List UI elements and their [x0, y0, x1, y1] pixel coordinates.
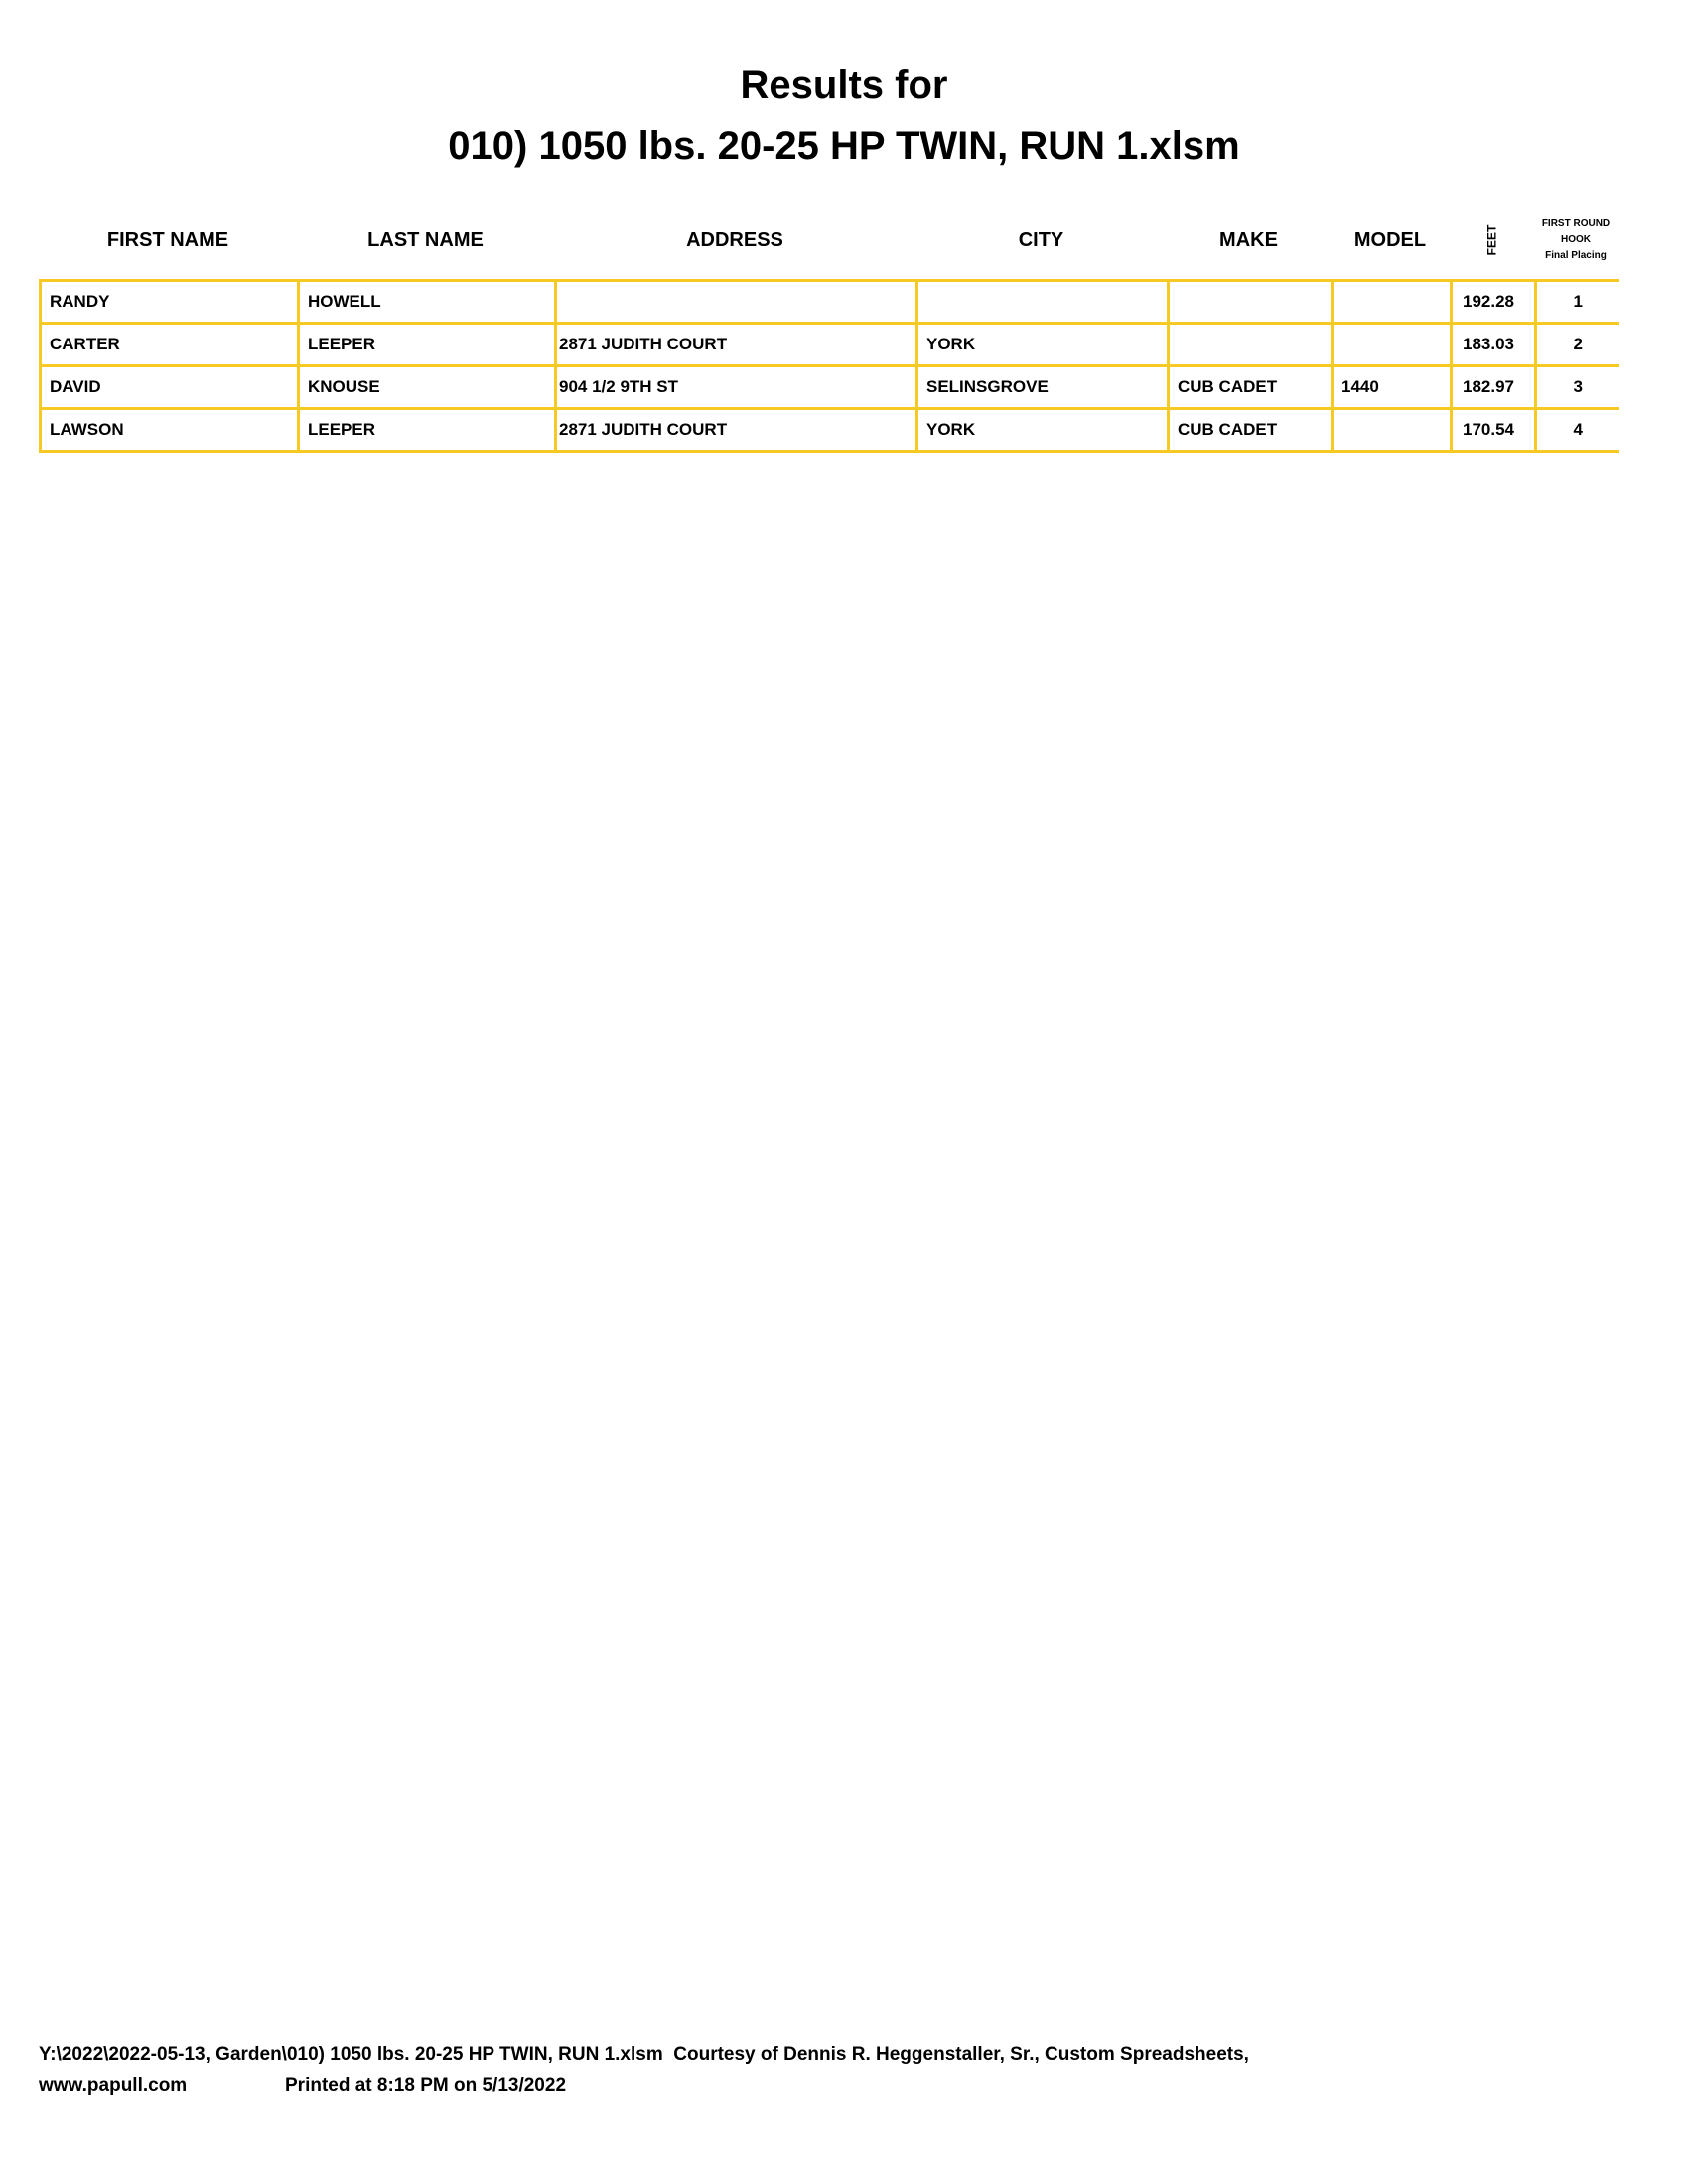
title-line-2: 010) 1050 lbs. 20-25 HP TWIN, RUN 1.xlsm: [448, 124, 1240, 168]
header-last-name: LAST NAME: [367, 228, 484, 251]
cell-model: [1331, 279, 1453, 325]
cell-feet: 182.97: [1450, 364, 1537, 410]
footer-path: Y:\2022\2022-05-13, Garden\010) 1050 lbs…: [39, 2044, 1249, 2065]
cell-feet: 192.28: [1450, 279, 1537, 325]
cell-last: KNOUSE: [297, 364, 557, 410]
cell-address: 2871 JUDITH COURT: [554, 322, 918, 367]
header-model: MODEL: [1353, 228, 1427, 251]
header-placing-line2: HOOK: [1561, 234, 1591, 245]
table-row: LAWSON LEEPER 2871 JUDITH COURT YORK CUB CAD…: [39, 407, 1619, 453]
cell-place: 3: [1534, 364, 1619, 410]
footer-printed: Printed at 8:18 PM on 5/13/2022: [285, 2075, 567, 2096]
table-row: RANDY HOWELL 192.28 1: [39, 279, 1619, 325]
cell-city: SELINSGROVE: [915, 364, 1170, 410]
header-placing: FIRST ROUND HOOK Final Placing: [1534, 212, 1618, 268]
cell-address: 2871 JUDITH COURT: [554, 407, 918, 453]
cell-address: [554, 279, 918, 325]
cell-first: CARTER: [39, 322, 300, 367]
title-line-1: Results for: [740, 64, 948, 107]
cell-address: 904 1/2 9TH ST: [554, 364, 918, 410]
cell-city: [915, 279, 1170, 325]
cell-make: [1167, 322, 1334, 367]
header-feet: FEET: [1450, 220, 1534, 260]
header-address: ADDRESS: [686, 228, 783, 251]
cell-city: YORK: [915, 407, 1170, 453]
cell-first: LAWSON: [39, 407, 300, 453]
table-row: CARTER LEEPER 2871 JUDITH COURT YORK 183.03 2: [39, 322, 1619, 367]
results-table: RANDY HOWELL 192.28 1 CARTER LEEPER 2871 JUDIT…: [39, 279, 1619, 453]
cell-feet: 170.54: [1450, 407, 1537, 453]
table-row: DAVID KNOUSE 904 1/2 9TH ST SELINSGROVE CUB …: [39, 364, 1619, 410]
cell-last: LEEPER: [297, 322, 557, 367]
cell-make: CUB CADET: [1167, 407, 1334, 453]
cell-city: YORK: [915, 322, 1170, 367]
cell-model: [1331, 322, 1453, 367]
cell-place: 1: [1534, 279, 1619, 325]
cell-last: LEEPER: [297, 407, 557, 453]
header-feet-label: FEET: [1484, 224, 1499, 256]
cell-first: RANDY: [39, 279, 300, 325]
header-first-name: FIRST NAME: [106, 228, 229, 251]
cell-make: [1167, 279, 1334, 325]
cell-place: 2: [1534, 322, 1619, 367]
header-placing-line1: FIRST ROUND: [1541, 218, 1611, 229]
cell-model: 1440: [1331, 364, 1453, 410]
cell-first: DAVID: [39, 364, 300, 410]
header-city: CITY: [1018, 228, 1064, 251]
header-make: MAKE: [1219, 228, 1278, 251]
header-placing-line3: Final Placing: [1545, 250, 1607, 261]
cell-model: [1331, 407, 1453, 453]
cell-last: HOWELL: [297, 279, 557, 325]
cell-feet: 183.03: [1450, 322, 1537, 367]
footer-url: www.papull.com: [39, 2075, 188, 2096]
cell-make: CUB CADET: [1167, 364, 1334, 410]
cell-place: 4: [1534, 407, 1619, 453]
